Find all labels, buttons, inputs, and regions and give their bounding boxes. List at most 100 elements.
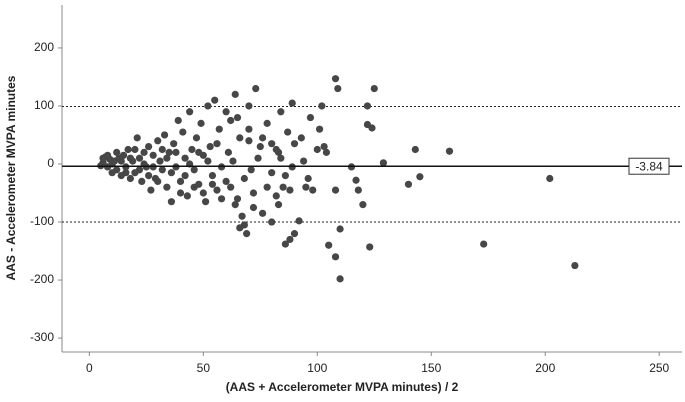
x-tick-label: 250 (649, 361, 669, 375)
point (240, 174, 248, 183)
point (192, 134, 201, 142)
point (258, 209, 267, 217)
point (208, 171, 217, 180)
point (252, 84, 260, 93)
point (286, 186, 294, 194)
point (306, 113, 315, 122)
point (304, 174, 312, 183)
point (288, 99, 296, 107)
point (290, 140, 299, 148)
point (147, 186, 155, 194)
point (145, 171, 153, 180)
x-tick-label: 150 (421, 361, 441, 375)
point (313, 145, 321, 154)
point (263, 119, 271, 127)
y-tick-label: 200 (34, 40, 54, 54)
point (366, 243, 374, 251)
y-tick-label: 0 (47, 156, 54, 170)
point (122, 169, 130, 177)
point (211, 96, 219, 104)
point (174, 116, 182, 125)
point (135, 166, 144, 174)
point (236, 134, 244, 142)
point (131, 145, 139, 154)
point (258, 134, 267, 142)
point (224, 148, 232, 156)
point (222, 177, 230, 186)
point (238, 212, 246, 220)
point (140, 148, 148, 156)
point (233, 195, 242, 203)
point (208, 180, 217, 188)
point (243, 230, 251, 238)
point (108, 169, 116, 177)
point (231, 201, 239, 209)
point (135, 154, 144, 162)
x-tick-label: 100 (307, 361, 327, 375)
point (172, 148, 180, 156)
x-tick-label: 0 (86, 361, 93, 375)
point (295, 217, 303, 225)
point (416, 173, 424, 181)
point (411, 145, 419, 154)
point (249, 203, 258, 212)
point (204, 102, 212, 110)
point (199, 189, 207, 197)
point (277, 154, 285, 162)
point (322, 148, 331, 156)
point (352, 176, 360, 184)
mean-label-box (628, 157, 670, 175)
point (190, 183, 198, 191)
point (126, 154, 134, 162)
x-axis-label: (AAS + Accelerometer MVPA minutes) / 2 (226, 380, 459, 394)
point (145, 142, 153, 151)
point (363, 120, 372, 129)
point (297, 134, 305, 142)
point (331, 75, 340, 83)
point (202, 198, 210, 206)
point (163, 183, 171, 191)
point (181, 154, 189, 162)
point (336, 275, 344, 283)
point (290, 230, 299, 238)
point (138, 177, 146, 186)
point (546, 174, 554, 183)
point (284, 128, 292, 136)
point (213, 186, 221, 194)
point (181, 171, 189, 180)
x-tick-label: 50 (197, 361, 211, 375)
point (274, 201, 283, 209)
point (167, 198, 176, 206)
point (281, 240, 289, 248)
point (320, 142, 328, 151)
point (195, 148, 203, 156)
point (229, 157, 237, 165)
point (117, 157, 125, 165)
point (359, 201, 367, 209)
point (331, 186, 340, 194)
point (156, 157, 164, 165)
point (268, 140, 276, 148)
point (233, 113, 242, 122)
y-tick-label: 100 (34, 98, 54, 112)
point (158, 166, 166, 174)
point (204, 157, 212, 165)
y-axis-label: AAS - Accelerometer MVPA minutes (4, 75, 18, 280)
point (325, 241, 333, 249)
point (300, 157, 308, 165)
point (272, 145, 280, 154)
x-tick-label: 200 (535, 361, 555, 375)
point (263, 183, 271, 191)
point (268, 169, 276, 177)
point (227, 116, 235, 125)
point (286, 235, 294, 244)
point (197, 119, 205, 127)
point (268, 218, 276, 226)
point (480, 240, 488, 248)
point (188, 145, 196, 154)
point (279, 183, 287, 191)
point (331, 253, 340, 261)
point (103, 151, 112, 159)
